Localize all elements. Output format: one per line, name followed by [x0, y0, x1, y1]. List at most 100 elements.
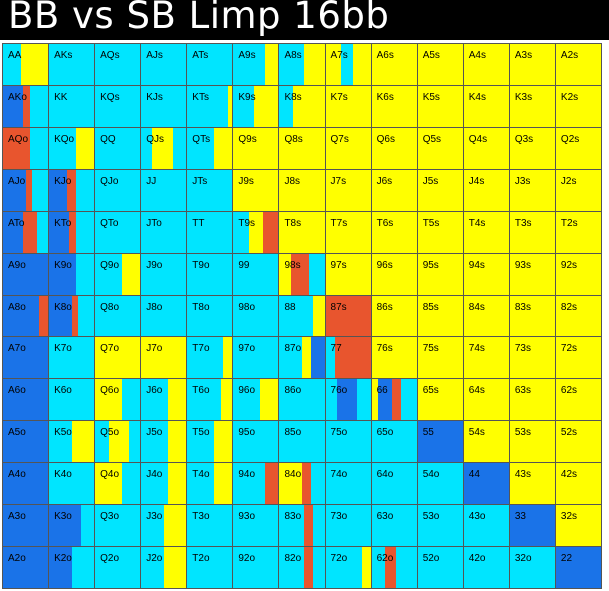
- hand-cell-segment: [352, 44, 371, 85]
- hand-label: J9s: [238, 175, 254, 187]
- hand-label: KQo: [54, 133, 75, 145]
- hand-label: K9s: [238, 91, 256, 103]
- hand-label: K8o: [54, 301, 72, 313]
- hand-cell-93s: 93s: [508, 252, 556, 296]
- hand-cell-segment: [378, 379, 392, 421]
- hand-cell-segment: [214, 421, 233, 463]
- hand-label: 42o: [468, 553, 486, 565]
- hand-cell-segment: [371, 421, 417, 463]
- hand-cell-K6o: K6o: [48, 378, 96, 422]
- hand-cell-segment: [463, 295, 509, 337]
- hand-cell-segment: [509, 421, 555, 463]
- hand-label: 87o: [284, 343, 302, 355]
- hand-cell-QJs: QJs: [140, 126, 188, 170]
- hand-cell-85o: 85o: [278, 420, 326, 464]
- hand-cell-segment: [279, 44, 305, 85]
- hand-label: 22: [560, 553, 573, 565]
- hand-label: J4s: [468, 175, 485, 187]
- hand-cell-A9s: A9s: [232, 43, 280, 86]
- hand-cell-segment: [396, 547, 417, 588]
- hand-label: Q4o: [100, 469, 120, 481]
- hand-label: T4o: [192, 469, 210, 481]
- hand-cell-segment: [417, 44, 463, 85]
- hand-label: T5s: [422, 217, 440, 229]
- hand-cell-A5s: A5s: [416, 43, 464, 86]
- hand-label: 74s: [468, 343, 485, 355]
- hand-cell-62o: 62o: [370, 546, 418, 589]
- hand-cell-segment: [417, 547, 463, 588]
- hand-cell-A9o: A9o: [2, 252, 50, 296]
- hand-cell-segment: [214, 463, 233, 505]
- hand-cell-segment: [279, 337, 302, 379]
- hand-label: 44: [468, 469, 480, 481]
- hand-cell-J2s: J2s: [554, 168, 602, 212]
- hand-cell-A8o: A8o: [2, 294, 50, 338]
- hand-label: 93o: [238, 511, 256, 523]
- hand-cell-segment: [95, 211, 141, 253]
- hand-cell-segment: [417, 85, 463, 127]
- hand-label: A7o: [8, 343, 26, 355]
- hand-label: T8s: [284, 217, 302, 229]
- hand-cell-42o: 42o: [462, 546, 510, 589]
- hand-label: 43s: [514, 469, 531, 481]
- hand-label: 85s: [422, 301, 439, 313]
- hand-cell-segment: [32, 169, 49, 211]
- hand-cell-segment: [187, 295, 233, 337]
- hand-cell-J5s: J5s: [416, 168, 464, 212]
- hand-cell-64o: 64o: [370, 462, 418, 506]
- hand-label: JJ: [146, 175, 157, 187]
- hand-label: 94s: [468, 259, 485, 271]
- hand-cell-A4s: A4s: [462, 43, 510, 86]
- hand-label: K7o: [54, 343, 72, 355]
- hand-cell-segment: [264, 44, 279, 85]
- hand-cell-T4s: T4s: [462, 210, 510, 254]
- hand-label: 97o: [238, 343, 256, 355]
- hand-cell-J9o: J9o: [140, 252, 188, 296]
- hand-cell-A4o: A4o: [2, 462, 50, 506]
- hand-label: T2o: [192, 553, 210, 565]
- hand-cell-segment: [463, 337, 509, 379]
- hand-label: 65o: [376, 427, 394, 439]
- hand-cell-segment: [227, 85, 233, 127]
- hand-cell-K8o: K8o: [48, 294, 96, 338]
- hand-cell-Q4o: Q4o: [94, 462, 142, 506]
- hand-cell-segment: [336, 379, 358, 421]
- hand-cell-segment: [279, 547, 305, 588]
- hand-cell-KK: KK: [48, 84, 96, 128]
- hand-label: J9o: [146, 259, 163, 271]
- hand-cell-segment: [400, 379, 417, 421]
- hand-cell-segment: [341, 44, 353, 85]
- hand-cell-J3o: J3o: [140, 504, 188, 548]
- hand-label: 92o: [238, 553, 256, 565]
- hand-cell-segment: [95, 253, 123, 295]
- hand-cell-segment: [3, 127, 31, 169]
- hand-cell-KTs: KTs: [186, 84, 234, 128]
- hand-cell-segment: [141, 547, 164, 588]
- hand-label: A4o: [8, 469, 26, 481]
- hand-cell-75o: 75o: [324, 420, 372, 464]
- hand-cell-85s: 85s: [416, 294, 464, 338]
- hand-cell-76o: 76o: [324, 378, 372, 422]
- hand-cell-segment: [509, 505, 555, 547]
- hand-label: 66: [376, 385, 388, 397]
- hand-cell-54s: 54s: [462, 420, 510, 464]
- hand-cell-segment: [3, 253, 49, 295]
- hand-cell-97s: 97s: [324, 252, 372, 296]
- hand-cell-Q3s: Q3s: [508, 126, 556, 170]
- hand-cell-76s: 76s: [370, 336, 418, 380]
- hand-cell-segment: [187, 211, 233, 253]
- hand-label: QTs: [192, 133, 211, 145]
- hand-cell-95s: 95s: [416, 252, 464, 296]
- hand-cell-66: 66: [370, 378, 418, 422]
- hand-cell-segment: [371, 253, 417, 295]
- hand-cell-JTs: JTs: [186, 168, 234, 212]
- hand-cell-44: 44: [462, 462, 510, 506]
- hand-cell-J6s: J6s: [370, 168, 418, 212]
- hand-cell-Q7s: Q7s: [324, 126, 372, 170]
- hand-cell-segment: [49, 505, 81, 547]
- hand-cell-Q2o: Q2o: [94, 546, 142, 589]
- hand-cell-segment: [187, 379, 222, 421]
- hand-cell-segment: [233, 85, 254, 127]
- hand-cell-segment: [49, 85, 95, 127]
- hand-cell-segment: [187, 505, 233, 547]
